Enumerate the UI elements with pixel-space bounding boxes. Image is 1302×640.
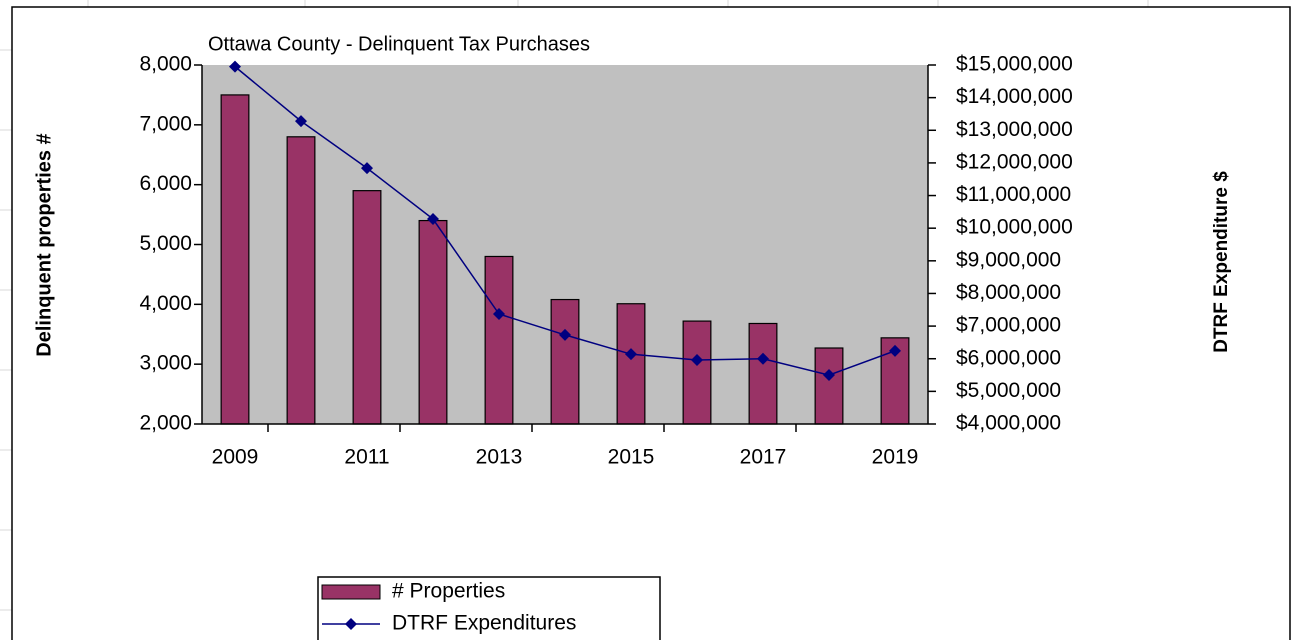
marker xyxy=(361,162,373,175)
legend-swatch xyxy=(321,584,381,600)
bar xyxy=(814,347,844,425)
bar xyxy=(484,255,514,425)
legend-label: DTRF Expenditures xyxy=(392,612,576,635)
y2-tick-label: $9,000,000 xyxy=(956,248,1061,271)
y2-tick-label: $8,000,000 xyxy=(956,281,1061,304)
x-tick-label: 2013 xyxy=(476,446,523,469)
x-tick-label: 2019 xyxy=(872,446,919,469)
y-tick-label: 5,000 xyxy=(139,232,192,255)
chart-title: Ottawa County - Delinquent Tax Purchases xyxy=(208,33,590,55)
y2-axis-title: DTRF Expenditure $ xyxy=(1211,171,1232,353)
y2-tick-label: $4,000,000 xyxy=(956,412,1061,435)
marker xyxy=(823,369,835,382)
marker xyxy=(889,344,901,357)
y-tick-label: 8,000 xyxy=(139,53,192,76)
y2-tick-label: $6,000,000 xyxy=(956,346,1061,369)
y-tick-label: 7,000 xyxy=(139,112,192,135)
y2-tick-label: $11,000,000 xyxy=(956,183,1071,206)
marker xyxy=(757,352,769,365)
bar xyxy=(286,136,316,425)
marker xyxy=(625,348,637,361)
y-tick-label: 3,000 xyxy=(139,352,192,375)
x-tick-label: 2015 xyxy=(608,446,655,469)
marker xyxy=(295,115,307,128)
y-axis-title: Delinquent properties # xyxy=(33,133,55,356)
x-tick-label: 2017 xyxy=(740,446,787,469)
marker xyxy=(493,308,505,321)
y2-tick-label: $15,000,000 xyxy=(956,53,1073,76)
x-tick-label: 2009 xyxy=(212,446,259,469)
legend-marker xyxy=(345,618,357,630)
bar xyxy=(616,303,646,425)
y2-tick-label: $14,000,000 xyxy=(956,85,1073,108)
legend: # Properties DTRF Expenditures xyxy=(317,576,661,640)
bar xyxy=(418,219,448,425)
x-tick-label: 2011 xyxy=(344,446,389,469)
sheet-grid xyxy=(0,0,1149,611)
bar xyxy=(220,94,250,425)
y-tick-label: 2,000 xyxy=(139,412,192,435)
marker xyxy=(229,60,241,73)
marker xyxy=(691,354,703,367)
y-tick-label: 6,000 xyxy=(139,172,192,195)
bar xyxy=(550,298,580,425)
y-tick-label: 4,000 xyxy=(139,292,192,315)
legend-label: # Properties xyxy=(392,580,505,603)
marker xyxy=(427,213,439,226)
bar xyxy=(352,190,382,425)
y2-tick-label: $7,000,000 xyxy=(956,314,1061,337)
bar xyxy=(748,322,778,425)
y2-tick-label: $13,000,000 xyxy=(956,118,1073,141)
bar xyxy=(682,320,712,425)
y2-tick-label: $5,000,000 xyxy=(956,379,1061,402)
marker xyxy=(559,328,571,341)
y2-tick-label: $10,000,000 xyxy=(956,216,1073,239)
y2-tick-label: $12,000,000 xyxy=(956,150,1073,173)
